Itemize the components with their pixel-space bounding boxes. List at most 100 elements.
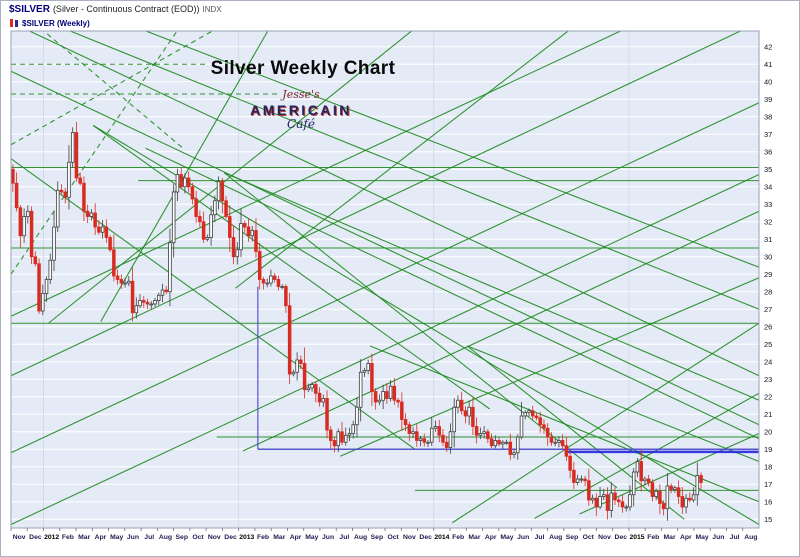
candle-body [325,398,329,431]
price-axis: 42 41 40 39 38 37 36 35 34 33 32 31 30 29 28 27 26 25 24 23… [764,42,772,524]
price-tick-label: 18 [764,462,772,471]
candle-body [508,441,513,455]
candle-body [695,475,700,496]
candle-body [557,440,561,443]
chart-header: $SILVER (Silver - Continuous Contract (EO… [9,4,222,15]
candle-body [299,359,303,364]
price-tick-label: 41 [764,60,772,69]
month-tick-label: Aug [159,534,172,541]
candle-body [456,399,460,408]
candle-body [583,478,587,482]
candle-body [257,251,262,280]
trendline [242,210,759,452]
month-tick-label: Sep [176,534,188,541]
candle-body [680,496,685,508]
logo-line-jesses: Jesse's [282,88,320,101]
candle-body [527,410,531,413]
candle-body [673,487,677,490]
candle-body [545,427,550,438]
candle-body [269,275,273,284]
candle-body [631,471,636,496]
candle-body [74,132,79,179]
candle-body [205,237,210,240]
candle-body [142,300,146,303]
candle-body [661,503,666,510]
candle-body [276,279,281,287]
candle-body [579,478,584,481]
candle-body [493,440,498,447]
trendline [48,31,413,324]
trendline [11,31,214,146]
candle-body [48,259,53,280]
candle-body [52,226,56,261]
month-tick-label: Jun [127,534,139,541]
candle-body [138,300,142,307]
trendline [452,322,759,524]
candle-body [310,384,314,389]
candle-body [153,300,157,305]
candle-body [41,293,45,312]
candle-body [145,301,150,305]
candle-body [568,455,572,471]
candle-body [89,212,94,217]
trendline [223,172,759,401]
candle-body [351,424,355,434]
candle-body [542,424,546,429]
price-tick-label: 33 [764,200,772,209]
month-tick-label: Jul [339,534,349,541]
candle-body [437,426,441,436]
month-tick-label: Nov [403,534,416,541]
candle-body [22,216,26,237]
price-tick-label: 27 [764,305,772,314]
candle-body [388,385,393,399]
candle-body [201,221,206,240]
candle-body [489,438,494,447]
candle-body [373,391,378,403]
price-tick-label: 25 [764,340,772,349]
candle-body [549,436,554,443]
candle-body [317,392,322,403]
candle-body [314,384,318,394]
candle-body [617,499,621,503]
month-tick-label: Sep [371,534,383,541]
trendline [534,392,759,519]
candle-body [265,282,269,285]
candle-body [516,436,520,454]
candle-body [609,492,614,511]
month-tick-label: Mar [664,534,676,541]
candle-body [452,406,456,433]
candle-body [381,391,385,401]
candle-body [538,417,542,426]
candle-body [149,303,153,306]
candle-body [691,494,696,501]
candle-body [598,496,602,508]
month-tick-label: Apr [680,534,692,541]
candle-body [246,226,251,237]
trendline [100,31,269,322]
price-tick-label: 37 [764,130,772,139]
ticker-symbol: $SILVER [9,4,50,15]
candle-body [370,363,374,392]
month-tick-label: Jun [322,534,334,541]
candle-body [85,210,90,217]
candle-body [396,399,400,403]
date-axis: Nov Dec 2012 Feb Mar Apr May Jun Jul Aug Sep Oct Nov… [10,528,757,541]
candle-body [643,478,647,482]
year-tick-label: 2013 [239,534,254,541]
trendline [11,31,742,377]
month-tick-label: May [305,534,318,541]
candle-body [97,226,101,233]
year-gridlines [43,31,630,528]
candle-body [164,289,168,293]
month-tick-label: Apr [290,534,302,541]
candle-body [478,433,483,436]
month-tick-label: Aug [744,534,757,541]
candle-body [448,431,453,448]
price-tick-label: 17 [764,480,772,489]
month-tick-label: Jun [517,534,529,541]
month-tick-label: Jul [535,534,545,541]
candle-body [575,478,580,483]
price-tick-label: 35 [764,165,772,174]
price-tick-label: 36 [764,147,772,156]
